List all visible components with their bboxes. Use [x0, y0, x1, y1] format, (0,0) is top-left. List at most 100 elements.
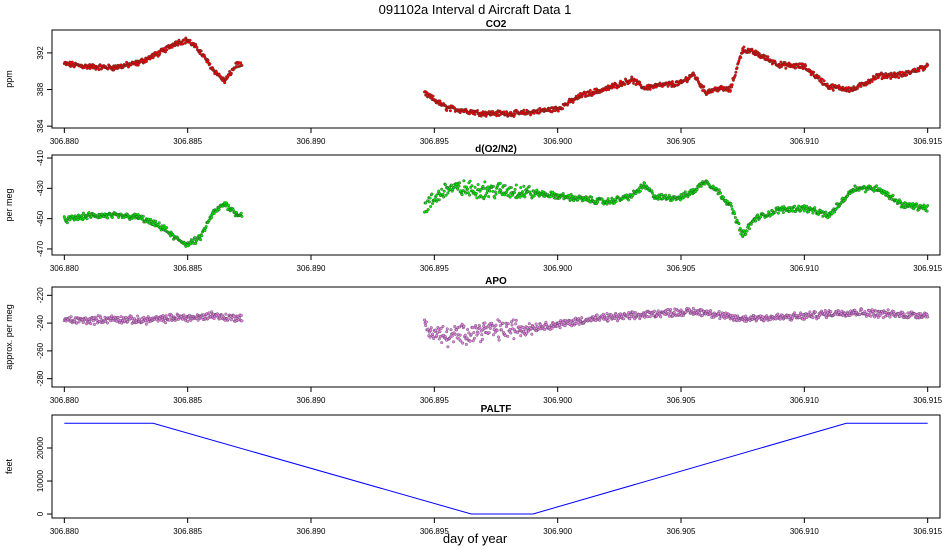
- paltf-ytick-label: 20000: [36, 436, 45, 459]
- o2n2-point: [525, 187, 529, 191]
- o2n2-xtick-label: 306.885: [173, 264, 202, 273]
- apo-point: [709, 309, 713, 313]
- apo-point: [458, 333, 462, 337]
- o2n2-point: [468, 179, 472, 183]
- apo-point: [440, 341, 444, 345]
- apo-point: [170, 313, 174, 317]
- co2-point: [170, 45, 174, 49]
- apo-point: [429, 326, 433, 330]
- apo-point: [477, 323, 481, 327]
- o2n2-point: [527, 184, 531, 188]
- o2n2-point: [162, 224, 166, 228]
- apo-point: [595, 313, 599, 317]
- co2-point: [588, 88, 592, 92]
- o2n2-point: [891, 193, 895, 197]
- co2-ytick-label: 384: [36, 119, 45, 133]
- co2-point: [820, 77, 824, 81]
- apo-point: [718, 317, 722, 321]
- o2n2-point: [522, 184, 526, 188]
- o2n2-point: [429, 205, 433, 208]
- apo-point: [186, 319, 190, 323]
- co2-point: [817, 75, 821, 79]
- apo-point: [472, 331, 476, 334]
- apo-point: [853, 308, 857, 312]
- apo-point: [717, 310, 721, 314]
- apo-point: [136, 314, 140, 318]
- apo-xtick-label: 306.915: [913, 396, 942, 405]
- apo-point: [428, 335, 432, 339]
- o2n2-point: [90, 214, 93, 218]
- apo-point: [521, 326, 525, 329]
- o2n2-point: [443, 183, 447, 187]
- co2-point: [512, 115, 516, 118]
- paltf-xtick-label: 306.905: [667, 527, 696, 536]
- co2-point: [693, 74, 697, 77]
- apo-point: [423, 318, 426, 322]
- co2-ylabel: ppm: [4, 70, 14, 88]
- o2n2-point: [596, 200, 600, 204]
- o2n2-point: [813, 206, 817, 210]
- o2n2-point: [430, 192, 434, 196]
- o2n2-point: [745, 229, 749, 233]
- apo-point: [480, 337, 484, 341]
- o2n2-point: [726, 200, 730, 204]
- co2-point: [868, 81, 872, 85]
- apo-point: [500, 328, 503, 332]
- o2n2-point: [660, 193, 664, 196]
- apo-xtick-label: 306.910: [790, 396, 819, 405]
- o2n2-point: [627, 198, 631, 202]
- apo-point: [469, 332, 473, 336]
- apo-point: [651, 313, 655, 317]
- co2-point: [897, 76, 901, 80]
- o2n2-point: [461, 189, 465, 192]
- apo-point: [858, 313, 862, 317]
- co2-point: [97, 68, 101, 72]
- o2n2-point: [503, 193, 507, 197]
- apo-point: [679, 308, 683, 312]
- co2-ytick-label: 388: [36, 82, 45, 96]
- apo-point: [81, 321, 85, 324]
- apo-point: [238, 316, 241, 320]
- apo-point: [144, 322, 148, 326]
- co2-point: [874, 77, 878, 81]
- o2n2-point: [833, 210, 836, 214]
- o2n2-point: [473, 185, 477, 189]
- apo-point: [525, 331, 529, 335]
- apo-point: [168, 318, 172, 322]
- o2n2-point: [614, 200, 618, 203]
- co2-point: [859, 84, 863, 88]
- apo-point: [498, 324, 502, 328]
- apo-point: [760, 315, 764, 318]
- o2n2-point: [625, 193, 629, 197]
- apo-point: [701, 313, 705, 317]
- apo-point: [93, 322, 96, 326]
- apo-point: [593, 316, 597, 320]
- paltf-ylabel: feet: [4, 458, 14, 474]
- apo-point: [431, 332, 434, 336]
- apo-point: [479, 340, 483, 344]
- o2n2-point: [470, 184, 474, 188]
- apo-point: [224, 312, 228, 316]
- apo-point: [744, 314, 748, 318]
- o2n2-point: [193, 236, 197, 240]
- o2n2-point: [518, 195, 522, 199]
- co2-xtick-label: 306.885: [173, 137, 202, 146]
- o2n2-point: [722, 195, 725, 199]
- o2n2-point: [444, 193, 448, 197]
- o2n2-point: [611, 198, 614, 201]
- o2n2-point: [194, 241, 198, 245]
- o2n2-point: [915, 203, 919, 207]
- apo-point: [445, 330, 449, 334]
- o2n2-ytick-label: -450: [36, 210, 45, 227]
- panel-co2: CO2 ppm 306.880 306.885 306.890 306.895 306.90…: [4, 19, 943, 146]
- apo-point: [523, 327, 527, 331]
- o2n2-point: [651, 191, 655, 195]
- o2n2-ylabel: per meg: [4, 188, 14, 221]
- o2n2-point: [767, 210, 771, 214]
- apo-point: [860, 308, 864, 311]
- co2-point: [502, 110, 506, 114]
- o2n2-point: [456, 187, 460, 191]
- co2-point: [917, 69, 921, 73]
- apo-point: [438, 330, 442, 334]
- apo-point: [514, 318, 518, 322]
